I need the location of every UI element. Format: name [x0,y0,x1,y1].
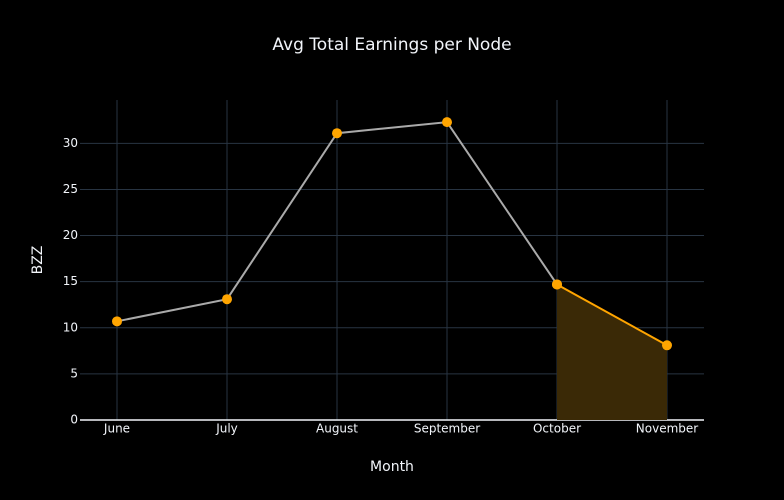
chart-title: Avg Total Earnings per Node [272,35,511,55]
y-tick-label: 25 [63,182,78,196]
x-tick-label: August [316,422,358,436]
x-tick-label: September [414,422,480,436]
y-axis-title: BZZ [30,246,46,275]
x-tick-label: October [533,422,581,436]
area [557,284,667,420]
y-tick-label: 20 [63,228,78,242]
x-tick-label: July [215,422,238,436]
x-tick-label: June [103,422,130,436]
x-tick-label: November [636,422,698,436]
marker [442,117,452,128]
marker [112,316,122,327]
line [556,283,668,347]
marker [222,294,232,305]
y-tick-label: 15 [63,274,78,288]
y-tick-label: 5 [70,366,78,380]
marker [332,128,342,139]
y-tick-label: 0 [70,413,78,427]
y-tick-label: 30 [63,136,78,150]
x-axis-title: Month [370,459,414,475]
y-tick-label: 10 [63,320,78,334]
marker [662,340,672,351]
marker [552,279,562,290]
